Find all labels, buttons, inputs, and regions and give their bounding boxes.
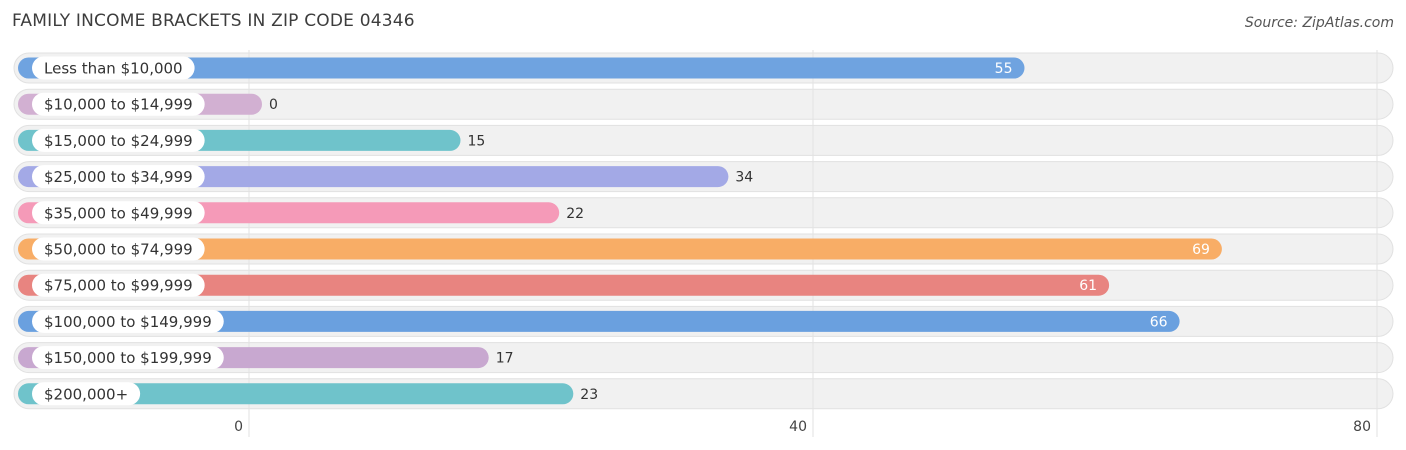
- value-label: 34: [735, 170, 753, 186]
- tick-label: 80: [1353, 419, 1371, 435]
- row-background: [13, 88, 1394, 120]
- source-text: Source: ZipAtlas.com: [1244, 15, 1394, 31]
- category-label-pill: [32, 56, 195, 80]
- category-label-pill: [32, 128, 205, 152]
- chart-title: FAMILY INCOME BRACKETS IN ZIP CODE 04346: [12, 11, 415, 31]
- value-label: 0: [269, 97, 278, 113]
- category-label: $75,000 to $99,999: [44, 277, 193, 295]
- value-label: 66: [1150, 314, 1168, 330]
- bar[interactable]: [18, 57, 1025, 79]
- source-label: Source: ZipAtlas.com: [1245, 15, 1394, 31]
- bar[interactable]: [18, 310, 1180, 332]
- category-label: $10,000 to $14,999: [44, 96, 193, 114]
- tick-label: 40: [789, 419, 807, 435]
- category-label-pill: [32, 346, 224, 370]
- value-label: 15: [468, 133, 486, 149]
- value-label: 61: [1079, 278, 1097, 294]
- value-label: 55: [995, 61, 1013, 77]
- category-label: $50,000 to $74,999: [44, 241, 193, 259]
- value-label: 23: [580, 387, 598, 403]
- category-label-pill: [32, 92, 205, 116]
- bar[interactable]: [18, 238, 1222, 260]
- value-label: 17: [496, 351, 514, 367]
- category-label-pill: [32, 237, 205, 261]
- category-label-pill: [32, 309, 224, 333]
- category-label: $35,000 to $49,999: [44, 204, 193, 222]
- bar[interactable]: [18, 274, 1110, 296]
- category-label-pill: [32, 382, 141, 406]
- category-label: Less than $10,000: [44, 60, 183, 78]
- value-label: 22: [566, 206, 584, 222]
- category-label: $100,000 to $149,999: [44, 313, 212, 331]
- category-label-pill: [32, 165, 205, 189]
- category-label: $25,000 to $34,999: [44, 168, 193, 186]
- category-label: $200,000+: [44, 385, 128, 403]
- category-label: $150,000 to $199,999: [44, 349, 212, 367]
- category-label-pill: [32, 273, 205, 297]
- value-label: 69: [1192, 242, 1210, 258]
- bar[interactable]: [18, 383, 574, 405]
- category-label: $15,000 to $24,999: [44, 132, 193, 150]
- category-label-pill: [32, 201, 205, 225]
- tick-label: 0: [234, 419, 243, 435]
